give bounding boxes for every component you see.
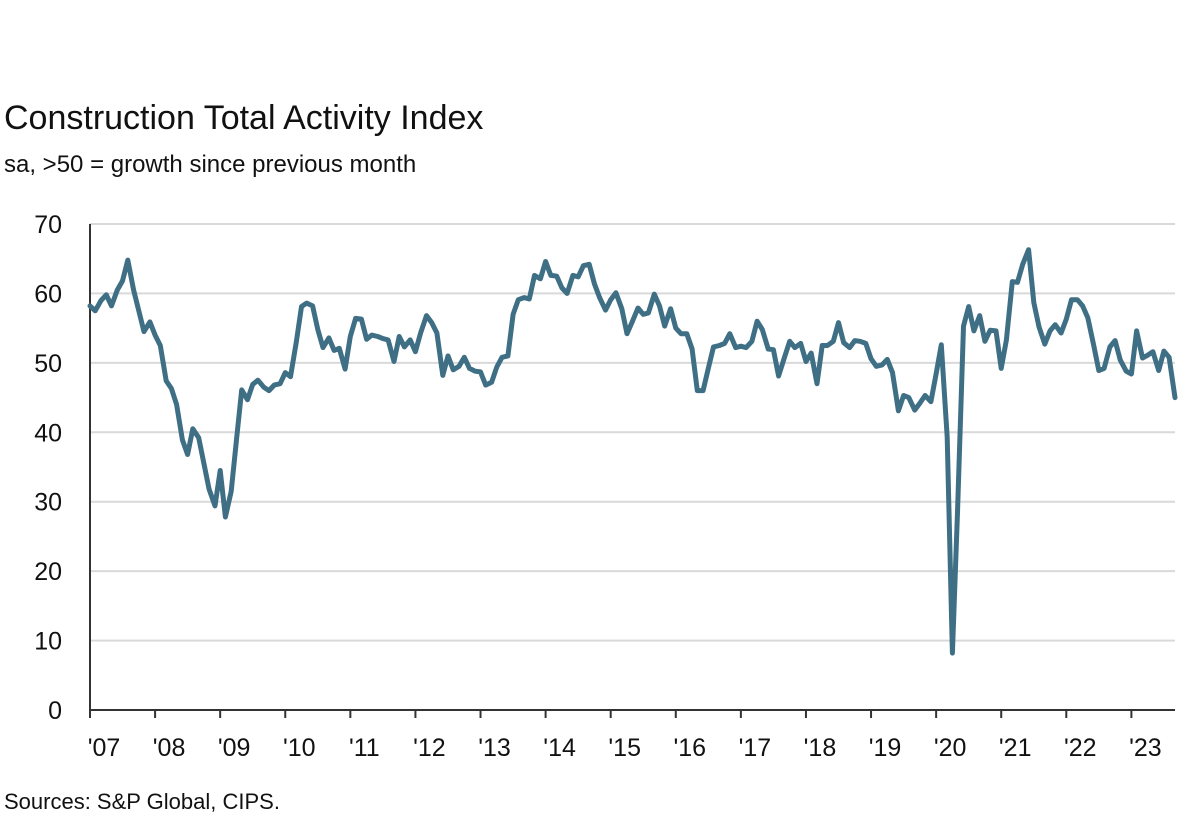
- y-tick-labels: 0 10 20 30 40 50 60 70: [34, 211, 62, 725]
- y-tick-label: 60: [34, 280, 62, 308]
- chart-title: Construction Total Activity Index: [4, 99, 484, 137]
- x-tick-label: '22: [1064, 734, 1097, 762]
- y-tick-label: 10: [34, 628, 62, 656]
- y-tick-label: 0: [48, 697, 62, 725]
- x-tick-labels: '07 '08 '09 '10 '11 '12 '13 '14 '15 '16 '17 '18 '19 '…: [88, 734, 1162, 762]
- y-tick-label: 40: [34, 419, 62, 447]
- y-tick-label: 50: [34, 350, 62, 378]
- x-tick-label: '13: [478, 734, 511, 762]
- source-note: Sources: S&P Global, CIPS.: [4, 789, 280, 814]
- x-tick-label: '20: [934, 734, 967, 762]
- x-tick-label: '09: [218, 734, 251, 762]
- y-tick-label: 70: [34, 211, 62, 239]
- x-tick-label: '23: [1129, 734, 1162, 762]
- x-tick-label: '12: [413, 734, 446, 762]
- x-tick-label: '10: [283, 734, 316, 762]
- y-tick-label: 20: [34, 558, 62, 586]
- x-tick-label: '17: [739, 734, 772, 762]
- y-tick-label: 30: [34, 489, 62, 517]
- x-tick-label: '21: [999, 734, 1032, 762]
- x-tick-label: '14: [543, 734, 576, 762]
- x-tick-label: '19: [869, 734, 902, 762]
- gridlines: [90, 223, 1175, 642]
- series: [87, 247, 1178, 656]
- series-line-0: [87, 247, 1178, 656]
- x-tick-label: '07: [88, 734, 121, 762]
- x-tick-label: '15: [608, 734, 641, 762]
- x-tick-label: '08: [153, 734, 186, 762]
- x-tick-label: '16: [673, 734, 706, 762]
- x-tick-label: '18: [804, 734, 837, 762]
- x-tick-label: '11: [349, 734, 380, 762]
- chart-subtitle: sa, >50 = growth since previous month: [4, 151, 417, 178]
